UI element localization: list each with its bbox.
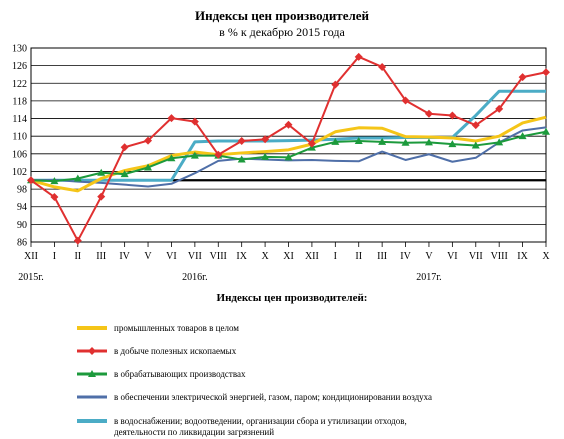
x-tick-label: VII <box>469 251 483 262</box>
data-point <box>518 73 527 82</box>
data-point <box>401 96 410 105</box>
data-point <box>331 137 340 145</box>
legend-title: Индексы цен производителей: <box>217 292 368 304</box>
data-point <box>401 138 410 146</box>
x-tick-label: V <box>144 251 152 262</box>
x-tick-label: VI <box>166 251 177 262</box>
x-tick-label: X <box>261 251 269 262</box>
data-point <box>424 138 433 146</box>
legend: промышленных товаров в целом в добыче пол… <box>77 323 432 437</box>
data-point <box>542 127 550 135</box>
x-tick-label: XII <box>24 251 38 262</box>
data-point <box>167 154 176 162</box>
x-tick-label: III <box>96 251 106 262</box>
data-point <box>27 176 35 185</box>
data-point <box>448 111 457 120</box>
x-tick-label: V <box>425 251 433 262</box>
y-tick-label: 102 <box>12 167 27 178</box>
data-point <box>495 138 504 146</box>
legend-label: в водоснабжении; водоотведении, организа… <box>114 416 407 426</box>
year-label: 2016г. <box>182 272 207 283</box>
y-tick-label: 90 <box>17 220 27 231</box>
x-tick-label: IV <box>400 251 411 262</box>
y-tick-label: 94 <box>17 202 27 213</box>
x-tick-label: X <box>542 251 550 262</box>
data-point <box>190 151 199 159</box>
legend-label-continued: деятельности по ликвидации загрязнений <box>114 427 274 437</box>
data-point <box>471 141 480 149</box>
x-tick-label: XI <box>283 251 294 262</box>
y-tick-label: 126 <box>12 61 27 72</box>
legend-label: в обрабатывающих производствах <box>114 369 246 379</box>
legend-label: в обеспечении электрической энергией, га… <box>114 392 432 402</box>
data-point <box>495 104 504 113</box>
chart-title: Индексы цен производителей <box>195 8 370 23</box>
data-point <box>97 192 106 201</box>
y-tick-label: 86 <box>17 238 27 249</box>
x-tick-label: I <box>53 251 56 262</box>
data-point <box>378 62 387 71</box>
x-tick-label: II <box>74 251 81 262</box>
data-point <box>144 136 153 145</box>
y-tick-label: 118 <box>12 96 27 107</box>
x-tick-label: VIII <box>210 251 227 262</box>
x-tick-label: IX <box>517 251 528 262</box>
x-tick-label: IV <box>119 251 130 262</box>
x-tick-label: VII <box>188 251 202 262</box>
chart-subtitle: в % к декабрю 2015 года <box>219 25 345 39</box>
data-point <box>73 174 82 182</box>
y-axis: 86 90 94 98 102 106 110 114 118 122 126 130 <box>12 44 27 249</box>
data-point <box>261 135 270 144</box>
legend-marker <box>88 370 96 377</box>
series-group <box>27 52 550 245</box>
data-point <box>424 109 433 118</box>
data-point <box>214 150 223 159</box>
data-point <box>307 139 316 148</box>
x-tick-label: VIII <box>491 251 508 262</box>
x-axis: XII I II III IV V VI VII VIII IX X XI XII I II III IV V VI… <box>18 242 550 283</box>
y-tick-label: 110 <box>12 132 27 143</box>
data-point <box>120 170 129 178</box>
x-tick-label: XII <box>305 251 319 262</box>
data-point <box>354 52 363 61</box>
data-point <box>50 193 59 202</box>
data-point <box>261 152 270 160</box>
y-tick-label: 122 <box>12 79 27 90</box>
legend-label: в добыче полезных ископаемых <box>114 346 237 356</box>
y-tick-label: 106 <box>12 149 27 160</box>
data-point <box>237 155 246 163</box>
data-point <box>73 236 82 245</box>
series-line <box>31 89 546 182</box>
year-label: 2017г. <box>416 272 441 283</box>
data-point <box>471 121 480 130</box>
data-point <box>448 140 457 148</box>
y-tick-label: 114 <box>12 114 27 125</box>
legend-marker <box>88 347 96 355</box>
data-point <box>190 117 199 126</box>
data-point <box>331 80 340 89</box>
y-tick-label: 130 <box>12 44 27 55</box>
data-point <box>97 168 106 176</box>
x-tick-label: I <box>334 251 337 262</box>
data-point <box>518 132 527 140</box>
data-point <box>378 137 387 145</box>
legend-label: промышленных товаров в целом <box>114 323 239 333</box>
data-point <box>284 120 293 129</box>
x-tick-label: II <box>355 251 362 262</box>
y-tick-label: 98 <box>17 185 27 196</box>
data-point <box>354 137 363 145</box>
x-tick-label: VI <box>447 251 458 262</box>
data-point <box>50 177 59 185</box>
data-point <box>120 143 129 152</box>
data-point <box>237 137 246 146</box>
x-tick-label: IX <box>236 251 247 262</box>
data-point <box>284 153 293 161</box>
series-line <box>30 126 547 188</box>
data-point <box>144 163 153 171</box>
x-tick-label: III <box>377 251 387 262</box>
year-label: 2015г. <box>18 272 43 283</box>
data-point <box>167 114 176 123</box>
data-point <box>542 68 550 77</box>
